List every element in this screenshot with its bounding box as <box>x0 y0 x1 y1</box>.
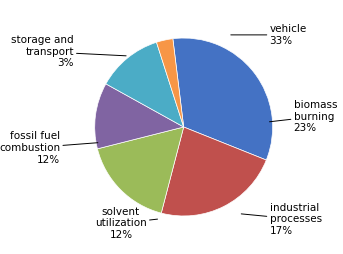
Wedge shape <box>106 42 184 127</box>
Wedge shape <box>173 38 273 160</box>
Text: biomass
burning
23%: biomass burning 23% <box>270 100 337 133</box>
Text: storage and
transport
3%: storage and transport 3% <box>11 35 126 68</box>
Text: fossil fuel
combustion
12%: fossil fuel combustion 12% <box>0 131 98 165</box>
Wedge shape <box>97 127 184 213</box>
Wedge shape <box>156 39 184 127</box>
Wedge shape <box>95 84 184 149</box>
Text: solvent
utilization
12%: solvent utilization 12% <box>95 207 157 240</box>
Wedge shape <box>161 127 266 216</box>
Text: vehicle
33%: vehicle 33% <box>231 24 307 46</box>
Text: industrial
processes
17%: industrial processes 17% <box>241 202 322 236</box>
